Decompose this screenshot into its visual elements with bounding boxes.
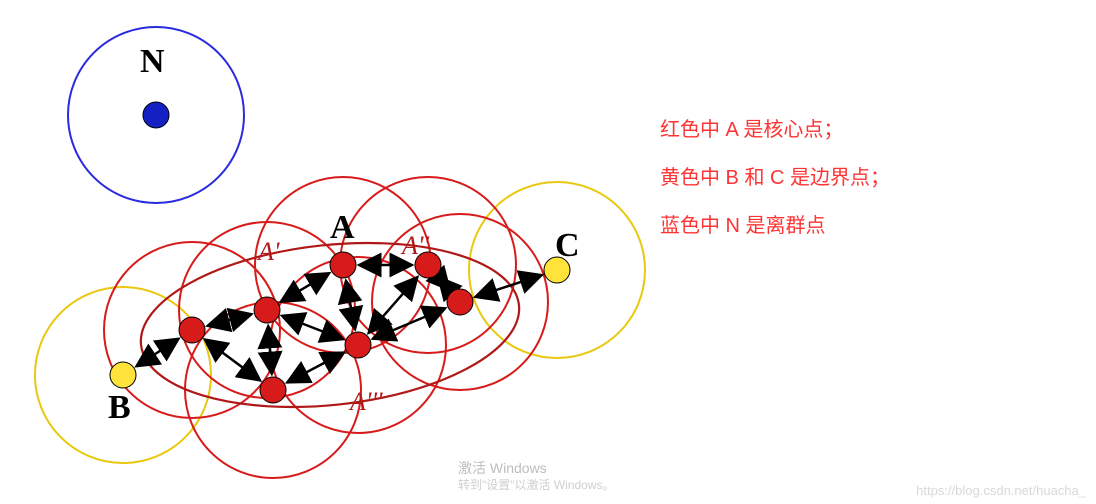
node-R7 [447,289,473,315]
legend-line: 红色中 A 是核心点； [660,106,890,154]
dbscan-diagram: N B C A A' A'' A''' [0,0,720,504]
node-labels: N B C A [108,43,580,426]
edge-R6-R7 [438,277,449,290]
windows-activate-line1: 激活 Windows [458,458,547,478]
legend: 红色中 A 是核心点；黄色中 B 和 C 是边界点；蓝色中 N 是离群点 [660,106,890,250]
node-R5 [345,332,371,358]
label-C: C [555,227,580,264]
page-container: N B C A A' A'' A''' 红色中 A 是核心点；黄色中 B 和 C 是边界点；… [0,0,1096,504]
edge-R1-R3 [205,340,260,381]
label-N: N [140,43,165,80]
annotation-label-1: A'' [400,231,429,260]
annotation-label-2: A''' [348,387,383,416]
label-B: B [108,389,131,426]
label-A: A [330,209,355,246]
edge-R3-R5 [287,352,344,382]
edge-R1-R2 [207,314,251,326]
legend-line: 蓝色中 N 是离群点 [660,202,890,250]
edge-A-R5 [346,281,355,330]
node-R3 [260,377,286,403]
node-N [143,102,169,128]
edge-R5-R7 [373,308,446,339]
node-R2 [254,297,280,323]
csdn-watermark: https://blog.csdn.net/huacha_ [916,483,1086,498]
windows-activate-line2: 转到"设置"以激活 Windows。 [458,476,615,493]
edge-R7-C [475,275,542,297]
annotation-label-0: A' [256,237,280,266]
edge-R5-R6 [369,277,418,333]
node-B [110,362,136,388]
legend-line: 黄色中 B 和 C 是边界点； [660,154,890,202]
node-A [330,252,356,278]
node-R1 [179,317,205,343]
edge-R2-A [281,273,329,302]
